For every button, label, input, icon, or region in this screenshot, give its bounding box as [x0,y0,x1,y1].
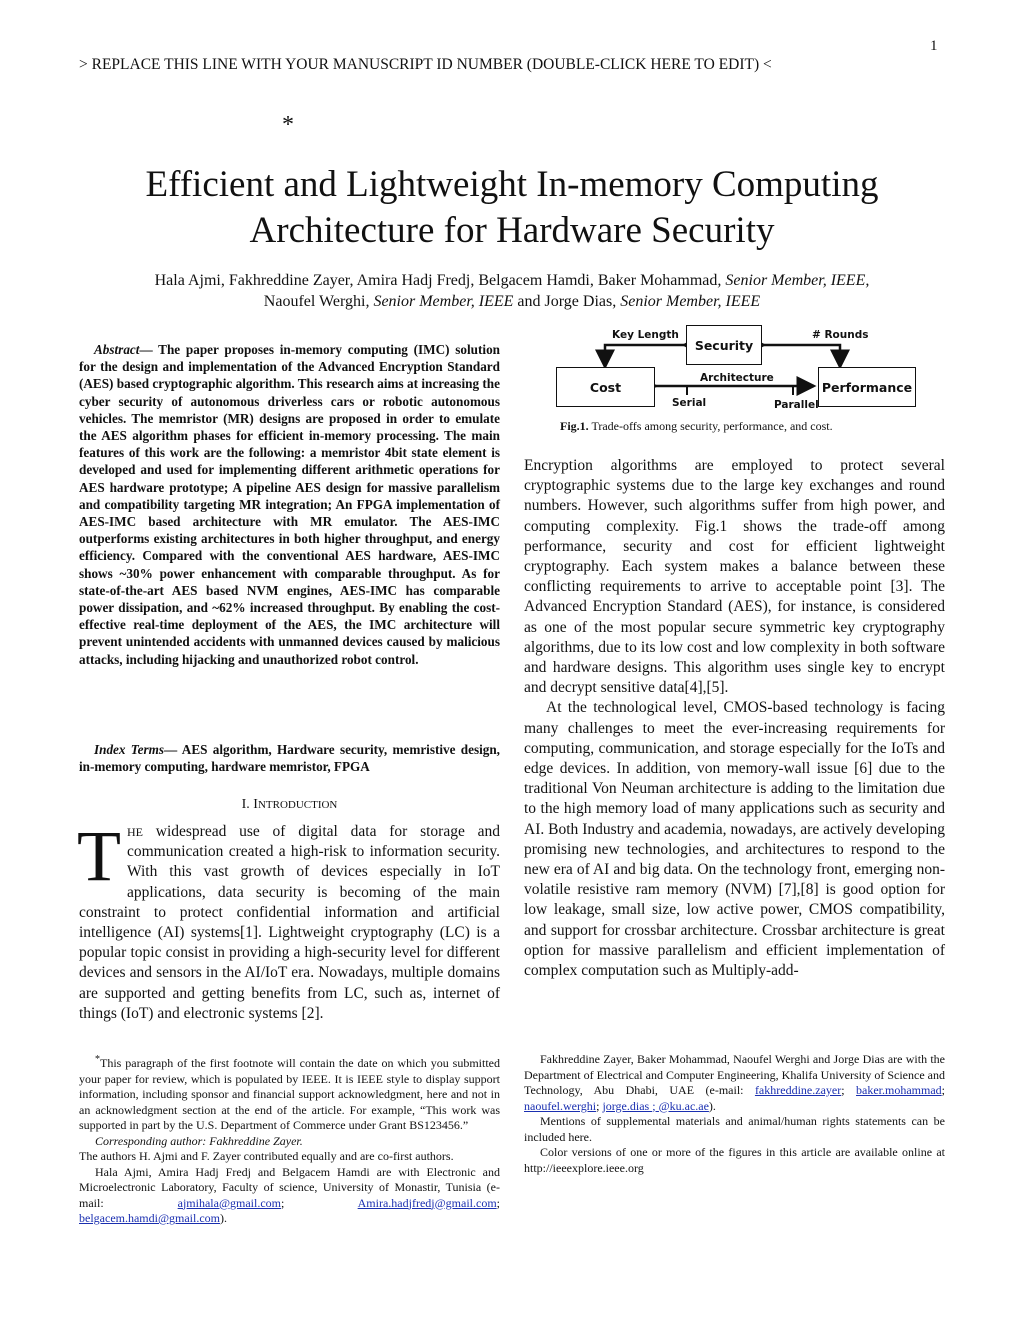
right-column-body: Encryption algorithms are employed to pr… [524,456,945,981]
email-link[interactable]: ajmihala@gmail.com [177,1195,281,1210]
email-link[interactable]: baker.mohammad [856,1083,942,1097]
performance-box: Performance [818,367,916,407]
separator: ; [841,1083,857,1097]
index-terms: Index Terms— AES algorithm, Hardware sec… [79,741,500,775]
separator: ; [281,1195,358,1210]
label-key-length: Key Length [612,329,679,341]
abstract: Abstract— The paper proposes in-memory c… [79,341,500,668]
abstract-dash: — [139,342,159,357]
drop-cap: T [77,816,121,896]
footnotes-right: Fakhreddine Zayer, Baker Mohammad, Naouf… [524,1052,945,1176]
author-list: Hala Ajmi, Fakhreddine Zayer, Amira Hadj… [60,270,964,312]
footnote-text: Hala Ajmi, Amira Hadj Fredj and Belgacem… [79,1164,500,1210]
intro-smallcaps: HE [126,825,143,839]
index-terms-text: AES algorithm, Hardware security, memris… [79,742,500,775]
email-link[interactable]: fakhreddine.zayer [754,1083,842,1097]
separator: ; [941,1083,945,1097]
title-footnote-star: * [282,112,294,138]
section-title-initial: I [253,797,258,812]
author-names: Hala Ajmi, Fakhreddine Zayer, Amira Hadj… [154,272,718,289]
footnote-star: * [95,1054,100,1065]
diagram-arrows [595,335,850,396]
footnotes-left: *This paragraph of the first footnote wi… [79,1052,500,1227]
arrow-rounds [746,335,850,370]
section-heading-introduction: I. INTRODUCTION [79,797,500,813]
label-parallel: Parallel [774,399,819,411]
intro-text: widespread use of digital data for stora… [79,823,500,1022]
page-number: 1 [930,38,938,54]
title-line-2: Architecture for Hardware Security [249,210,775,251]
separator: ; [496,1195,500,1210]
email-link[interactable]: belgacem.hamdi@gmail.com [79,1211,221,1225]
footnote-end: ). [708,1098,716,1113]
caption-label: Fig.1. [560,419,589,433]
author-name: and Jorge Dias, [513,293,621,310]
index-terms-label: Index Terms [94,742,165,757]
label-serial: Serial [672,397,707,409]
paper-title: Efficient and Lightweight In-memory Comp… [0,162,1024,254]
separator: ; [596,1098,603,1113]
label-architecture: Architecture [700,372,774,384]
email-domain-link[interactable]: @ku.ac.ae [658,1098,709,1113]
author-role: , Senior Member, IEEE, [717,272,870,289]
figure-1-tradeoff-diagram: Security Cost Performance Key Length # R… [556,325,921,415]
footnote-text: Color versions of one or more of the fig… [524,1145,945,1175]
footnote-text: This paragraph of the first footnote wil… [79,1056,500,1132]
email-link[interactable]: jorge.dias [602,1098,653,1113]
email-link[interactable]: ; [652,1098,659,1113]
footnote-text: The authors H. Ajmi and F. Zayer contrib… [79,1149,454,1163]
index-terms-dash: — [164,742,182,757]
figure-caption: Fig.1. Trade-offs among security, perfor… [560,419,833,434]
security-box: Security [686,325,762,365]
abstract-text: The paper proposes in-memory computing (… [79,342,500,667]
body-paragraph: Encryption algorithms are employed to pr… [524,457,945,697]
footnote-end: ). [220,1211,228,1225]
section-title-rest: NTRODUCTION [257,799,338,811]
introduction-paragraph: T HE widespread use of digital data for s… [77,816,500,1024]
cost-box: Cost [556,367,655,407]
caption-text: Trade-offs among security, performance, … [588,419,833,433]
body-paragraph: At the technological level, CMOS-based t… [524,699,945,980]
title-line-1: Efficient and Lightweight In-memory Comp… [145,164,879,205]
section-number: I. [241,797,254,812]
author-name: Naoufel Werghi [263,293,366,310]
corresponding-author: Corresponding author: Fakhreddine Zayer. [95,1133,303,1148]
author-role: Senior Member, IEEE [620,293,761,310]
email-link[interactable]: naoufel.werghi [524,1098,597,1113]
footnote-text: Mentions of supplemental materials and a… [524,1114,945,1144]
manuscript-id-line[interactable]: > REPLACE THIS LINE WITH YOUR MANUSCRIPT… [79,56,772,73]
arrow-key-length [595,335,702,370]
label-rounds: # Rounds [812,329,869,341]
abstract-label: Abstract [94,342,140,357]
email-link[interactable]: Amira.hadjfredj@gmail.com [357,1195,497,1210]
footnote-text: Fakhreddine Zayer, Baker Mohammad, Naouf… [524,1052,945,1097]
author-role: , Senior Member, IEEE [365,293,514,310]
